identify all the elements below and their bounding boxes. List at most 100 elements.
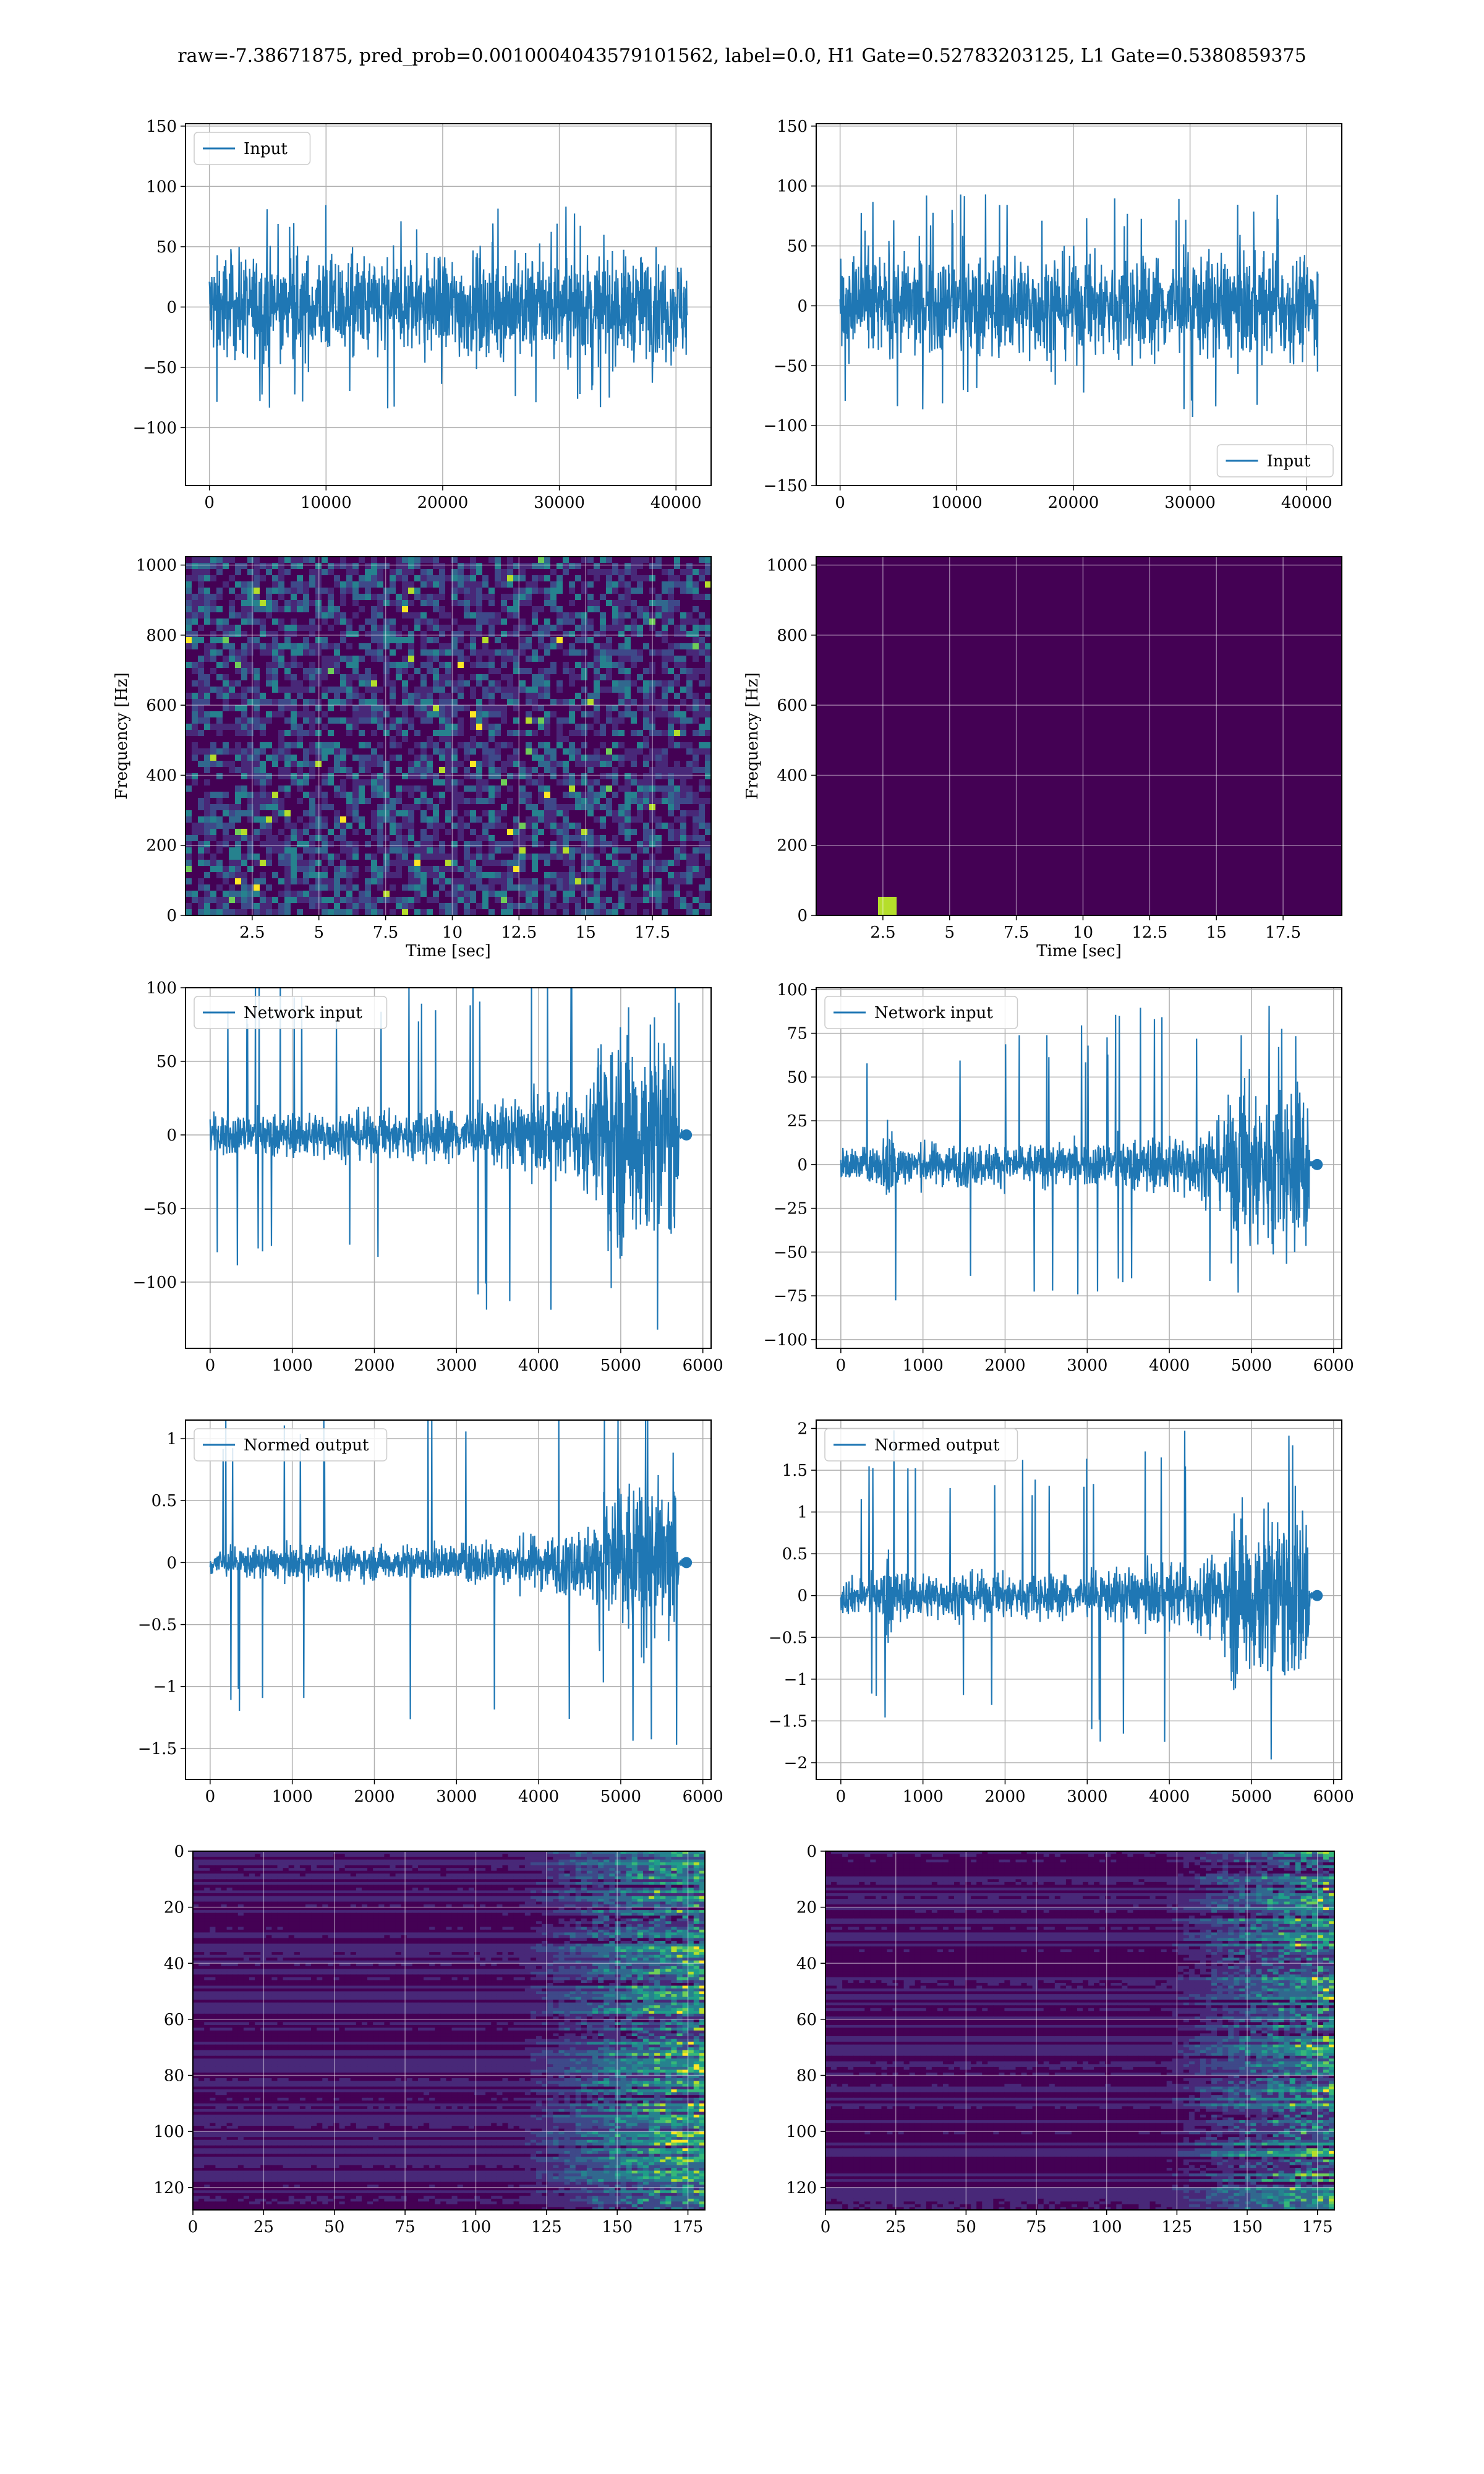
heatmap-cell <box>346 872 353 879</box>
heatmap-cell <box>464 773 471 780</box>
heatmap-cell <box>402 637 409 644</box>
heatmap-cell <box>235 816 242 823</box>
heatmap-cell <box>680 829 687 836</box>
heatmap-cell <box>606 588 613 594</box>
heatmap-cell <box>198 680 205 687</box>
heatmap-cell <box>420 711 427 718</box>
heatmap-cell <box>371 779 378 786</box>
heatmap-cell <box>563 711 569 718</box>
heatmap-cell <box>254 717 260 724</box>
heatmap-cell <box>192 878 198 885</box>
heatmap-cell <box>519 878 526 885</box>
heatmap-cell <box>699 668 706 675</box>
heatmap-cell <box>686 878 693 885</box>
heatmap-cell <box>383 656 390 662</box>
heatmap-cell <box>680 575 687 582</box>
heatmap-cell <box>464 748 471 755</box>
heatmap-cell <box>383 884 390 891</box>
heatmap-cell <box>693 884 699 891</box>
heatmap-cell <box>340 903 347 910</box>
heatmap-cell <box>532 767 539 774</box>
heatmap-cell <box>655 588 662 594</box>
heatmap-cell <box>668 557 675 563</box>
heatmap-cell <box>476 884 483 891</box>
heatmap-cell <box>699 854 706 860</box>
heatmap-cell <box>433 884 440 891</box>
heatmap-cell <box>272 618 279 625</box>
heatmap-cell <box>662 761 668 768</box>
heatmap-cell <box>488 860 495 867</box>
heatmap-cell <box>532 792 539 798</box>
heatmap-cell <box>359 588 365 594</box>
heatmap-cell <box>618 680 625 687</box>
heatmap-cell <box>247 575 254 582</box>
heatmap-cell <box>662 637 668 644</box>
heatmap-cell <box>365 854 372 860</box>
heatmap-cell <box>254 767 260 774</box>
heatmap-cell <box>482 891 489 897</box>
heatmap-cell <box>260 823 267 829</box>
heatmap-cell <box>334 637 341 644</box>
heatmap-cell <box>470 656 477 662</box>
heatmap-cell <box>328 767 335 774</box>
heatmap-cell <box>655 816 662 823</box>
heatmap-cell <box>235 699 242 706</box>
heatmap-cell <box>186 680 192 687</box>
heatmap-cell <box>655 717 662 724</box>
heatmap-cell <box>458 699 464 706</box>
heatmap-cell <box>210 792 217 798</box>
heatmap-cell <box>186 668 192 675</box>
heatmap-cell <box>414 612 421 619</box>
heatmap-cell <box>340 785 347 792</box>
heatmap-cell <box>612 854 619 860</box>
heatmap-cell <box>439 717 446 724</box>
heatmap-cell <box>464 860 471 867</box>
heatmap-cell <box>198 785 205 792</box>
heatmap-cell <box>544 594 551 601</box>
heatmap-cell <box>272 816 279 823</box>
heatmap-cell <box>507 612 514 619</box>
heatmap-cell <box>587 563 594 570</box>
heatmap-cell <box>334 588 341 594</box>
heatmap-cell <box>464 792 471 798</box>
heatmap-cell <box>420 748 427 755</box>
heatmap-cell <box>569 884 576 891</box>
heatmap-cell <box>526 779 532 786</box>
heatmap-cell <box>680 563 687 570</box>
heatmap-cell <box>674 674 681 681</box>
heatmap-cell <box>544 612 551 619</box>
heatmap-cell <box>680 649 687 656</box>
heatmap-cell <box>322 674 328 681</box>
heatmap-cell <box>538 872 545 879</box>
heatmap-cell <box>618 563 625 570</box>
heatmap-cell <box>519 569 526 576</box>
heatmap-cell <box>433 823 440 829</box>
heatmap-cell <box>581 693 588 700</box>
heatmap-cell <box>680 680 687 687</box>
heatmap-cell <box>668 631 675 638</box>
heatmap-cell <box>291 872 297 879</box>
heatmap-cell <box>501 785 508 792</box>
heatmap-cell <box>402 606 409 613</box>
heatmap-cell <box>291 699 297 706</box>
heatmap-cell <box>501 748 508 755</box>
heatmap-cell <box>439 588 446 594</box>
heatmap-cell <box>408 884 415 891</box>
heatmap-cell <box>458 761 464 768</box>
heatmap-cell <box>643 680 650 687</box>
heatmap-cell <box>210 878 217 885</box>
heatmap-cell <box>210 829 217 836</box>
heatmap-cell <box>284 699 291 706</box>
heatmap-cell <box>587 854 594 860</box>
heatmap-cell <box>618 643 625 650</box>
heatmap-cell <box>365 699 372 706</box>
heatmap-cell <box>334 730 341 737</box>
heatmap-cell <box>408 785 415 792</box>
heatmap-cell <box>284 847 291 854</box>
heatmap-cell <box>495 563 501 570</box>
heatmap-cell <box>346 897 353 904</box>
heatmap-cell <box>241 872 248 879</box>
heatmap-cell <box>297 847 304 854</box>
heatmap-cell <box>216 724 223 730</box>
heatmap-cell <box>668 569 675 576</box>
